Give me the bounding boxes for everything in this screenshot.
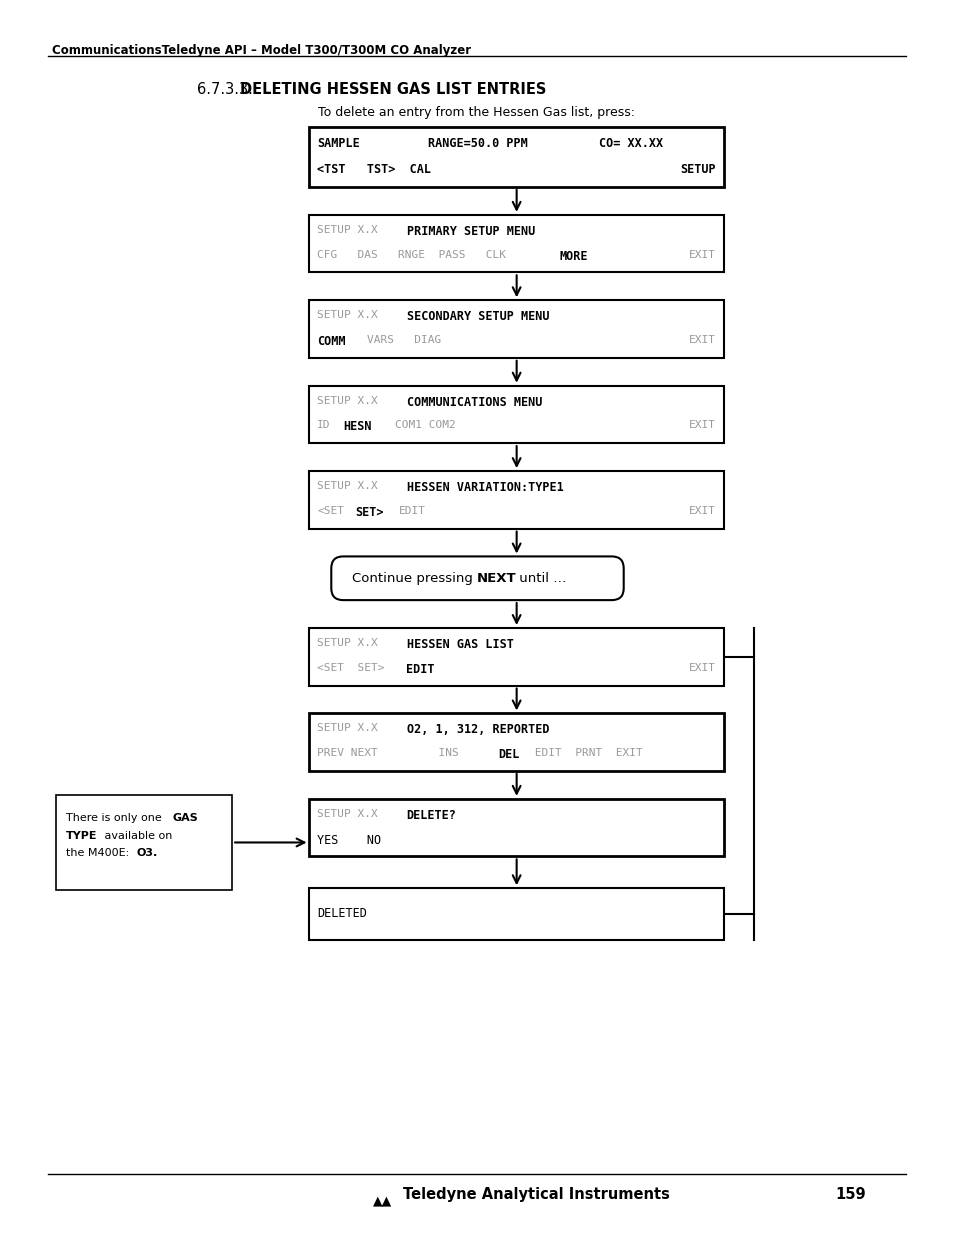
Text: EDIT: EDIT xyxy=(398,506,425,516)
Bar xyxy=(309,888,723,940)
Text: RANGE=50.0 PPM: RANGE=50.0 PPM xyxy=(428,137,528,151)
Text: SETUP X.X: SETUP X.X xyxy=(317,310,377,320)
Text: EXIT: EXIT xyxy=(688,420,715,430)
Text: SETUP X.X: SETUP X.X xyxy=(317,480,377,492)
Bar xyxy=(55,795,232,890)
Text: SETUP X.X: SETUP X.X xyxy=(317,724,377,734)
Text: DELETING HESSEN GAS LIST ENTRIES: DELETING HESSEN GAS LIST ENTRIES xyxy=(240,82,546,96)
Text: There is only one: There is only one xyxy=(66,813,165,823)
Text: DELETED: DELETED xyxy=(317,908,367,920)
Text: EDIT: EDIT xyxy=(405,663,434,676)
Text: EXIT: EXIT xyxy=(688,663,715,673)
Text: EDIT  PRNT  EXIT: EDIT PRNT EXIT xyxy=(527,748,641,758)
Text: COMM: COMM xyxy=(317,335,346,348)
Text: NEXT: NEXT xyxy=(476,572,517,584)
Bar xyxy=(309,385,723,443)
Text: To delete an entry from the Hessen Gas list, press:: To delete an entry from the Hessen Gas l… xyxy=(318,106,635,120)
Text: SETUP: SETUP xyxy=(679,163,715,177)
Text: MORE: MORE xyxy=(558,249,587,263)
Text: CO= XX.XX: CO= XX.XX xyxy=(598,137,662,151)
Bar xyxy=(309,300,723,358)
Text: <TST   TST>  CAL: <TST TST> CAL xyxy=(317,163,431,177)
Text: ▲▲: ▲▲ xyxy=(373,1194,392,1208)
Text: 6.7.3.3.: 6.7.3.3. xyxy=(197,82,257,96)
Text: SETUP X.X: SETUP X.X xyxy=(317,809,377,819)
Text: CommunicationsTeledyne API – Model T300/T300M CO Analyzer: CommunicationsTeledyne API – Model T300/… xyxy=(51,44,471,57)
Text: 159: 159 xyxy=(834,1187,864,1202)
Bar xyxy=(309,714,723,771)
Text: VARS   DIAG: VARS DIAG xyxy=(367,335,440,345)
Text: GAS: GAS xyxy=(172,813,198,823)
Text: HESSEN VARIATION:TYPE1: HESSEN VARIATION:TYPE1 xyxy=(406,480,563,494)
Text: Teledyne Analytical Instruments: Teledyne Analytical Instruments xyxy=(402,1187,669,1202)
Bar xyxy=(309,127,723,186)
Text: YES    NO: YES NO xyxy=(317,834,381,846)
Text: COM1 COM2: COM1 COM2 xyxy=(395,420,455,430)
Text: EXIT: EXIT xyxy=(688,335,715,345)
Text: HESN: HESN xyxy=(343,420,372,433)
Text: SETUP X.X: SETUP X.X xyxy=(317,637,377,648)
Bar xyxy=(309,215,723,273)
Text: SETUP X.X: SETUP X.X xyxy=(317,225,377,235)
Text: TYPE: TYPE xyxy=(66,831,97,841)
Text: COMMUNICATIONS MENU: COMMUNICATIONS MENU xyxy=(406,395,541,409)
Text: until …: until … xyxy=(514,572,565,584)
Bar xyxy=(309,799,723,856)
Text: ID: ID xyxy=(317,420,331,430)
Text: EXIT: EXIT xyxy=(688,249,715,259)
Text: O3.: O3. xyxy=(137,848,158,858)
Text: SET>: SET> xyxy=(355,506,383,519)
Text: available on: available on xyxy=(101,831,172,841)
Text: <SET  SET>: <SET SET> xyxy=(317,663,384,673)
FancyBboxPatch shape xyxy=(331,557,623,600)
Text: SETUP X.X: SETUP X.X xyxy=(317,395,377,405)
Text: O2, 1, 312, REPORTED: O2, 1, 312, REPORTED xyxy=(406,724,549,736)
Text: PREV NEXT         INS: PREV NEXT INS xyxy=(317,748,458,758)
Text: DELETE?: DELETE? xyxy=(406,809,456,821)
Text: the M400E:: the M400E: xyxy=(66,848,132,858)
Text: PRIMARY SETUP MENU: PRIMARY SETUP MENU xyxy=(406,225,535,237)
Text: CFG   DAS   RNGE  PASS   CLK: CFG DAS RNGE PASS CLK xyxy=(317,249,506,259)
Text: Continue pressing: Continue pressing xyxy=(352,572,476,584)
Text: <SET: <SET xyxy=(317,506,344,516)
Text: HESSEN GAS LIST: HESSEN GAS LIST xyxy=(406,637,513,651)
Bar xyxy=(309,471,723,529)
Text: EXIT: EXIT xyxy=(688,506,715,516)
Bar xyxy=(309,627,723,685)
Text: SECONDARY SETUP MENU: SECONDARY SETUP MENU xyxy=(406,310,549,324)
Text: DEL: DEL xyxy=(497,748,518,761)
Text: SAMPLE: SAMPLE xyxy=(317,137,360,151)
